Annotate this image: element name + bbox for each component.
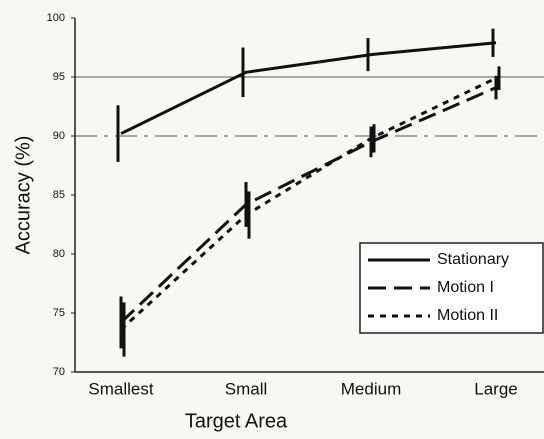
x-tick-label: Small bbox=[225, 379, 268, 398]
legend-label: Motion II bbox=[437, 307, 498, 324]
legend-box bbox=[359, 242, 544, 334]
y-tick-label: 95 bbox=[53, 71, 65, 83]
y-tick-label: 100 bbox=[47, 12, 65, 24]
x-tick-label: Smallest bbox=[88, 379, 153, 398]
y-tick-label: 90 bbox=[53, 130, 65, 142]
y-tick-label: 75 bbox=[53, 307, 65, 319]
y-tick-label: 80 bbox=[53, 248, 65, 260]
legend-label: Motion I bbox=[437, 279, 494, 296]
y-axis-label: Accuracy (%) bbox=[12, 136, 34, 255]
x-tick-label: Medium bbox=[341, 379, 401, 398]
x-axis-label: Target Area bbox=[185, 410, 288, 432]
series-line bbox=[120, 41, 497, 135]
y-tick-label: 70 bbox=[53, 366, 65, 378]
series-line bbox=[119, 86, 497, 324]
series-line bbox=[119, 76, 497, 331]
x-tick-label: Large bbox=[474, 379, 517, 398]
y-tick-label: 85 bbox=[53, 189, 65, 201]
legend-label: Stationary bbox=[437, 251, 509, 268]
